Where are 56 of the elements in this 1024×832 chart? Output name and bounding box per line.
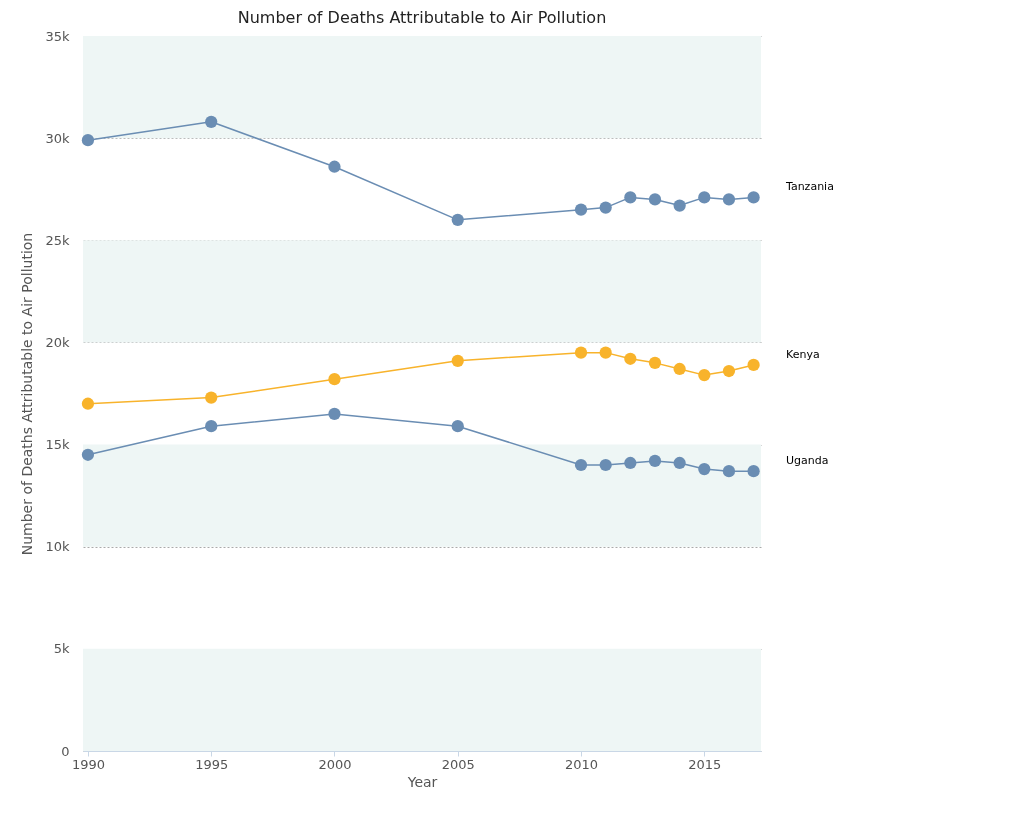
point (81, 397, 95, 410)
point (599, 346, 612, 359)
y-tick-label: 5k (53, 641, 70, 657)
y-tick-label: 25k (45, 232, 70, 248)
y-tick-label: 35k (45, 28, 70, 44)
point (747, 465, 760, 478)
point (747, 191, 760, 204)
point (673, 456, 686, 470)
point (648, 193, 662, 206)
text: Tanzania (785, 180, 834, 194)
x-axis-title: Year (406, 773, 438, 790)
point (451, 213, 464, 226)
point (81, 134, 95, 147)
point (205, 115, 218, 128)
point (698, 369, 711, 382)
point (722, 364, 736, 378)
point (624, 456, 637, 470)
point (722, 193, 736, 206)
point (205, 420, 218, 433)
x-tick-label: 2015 (688, 756, 722, 772)
y-axis-title: Number of Deaths Attributable to Air Pollution (19, 232, 36, 556)
x-tick-label: 1990 (71, 756, 105, 772)
x-tick-label: 1995 (195, 756, 229, 772)
text: Kenya (786, 347, 820, 361)
x-tick-label: 2000 (318, 756, 352, 772)
y-tick-label: 15k (45, 437, 70, 453)
point (574, 203, 588, 216)
point (599, 458, 612, 472)
point (648, 454, 662, 468)
chart-title: Number of Deaths Attributable to Air Pollution (237, 8, 607, 27)
point (451, 420, 464, 433)
point (648, 356, 662, 369)
x-tick-label: 2010 (564, 756, 599, 772)
point (574, 458, 588, 472)
y-tick-label: 10k (45, 539, 70, 555)
point (624, 352, 637, 365)
point (81, 448, 95, 461)
point (698, 191, 711, 204)
point (698, 462, 711, 476)
y-tick-label: 20k (45, 334, 70, 350)
point (599, 201, 612, 214)
point (328, 373, 341, 386)
x-tick-label: 2005 (441, 756, 475, 772)
point (722, 465, 736, 478)
point (747, 358, 760, 372)
y-tick-label: 30k (45, 130, 70, 146)
point (574, 346, 588, 359)
point (205, 391, 218, 404)
point (328, 407, 341, 421)
point (673, 199, 686, 212)
point (451, 354, 464, 367)
y-tick-label: 0 (61, 743, 70, 759)
point (624, 191, 637, 204)
point (673, 362, 686, 376)
text: Uganda (786, 454, 829, 468)
point (328, 160, 341, 173)
